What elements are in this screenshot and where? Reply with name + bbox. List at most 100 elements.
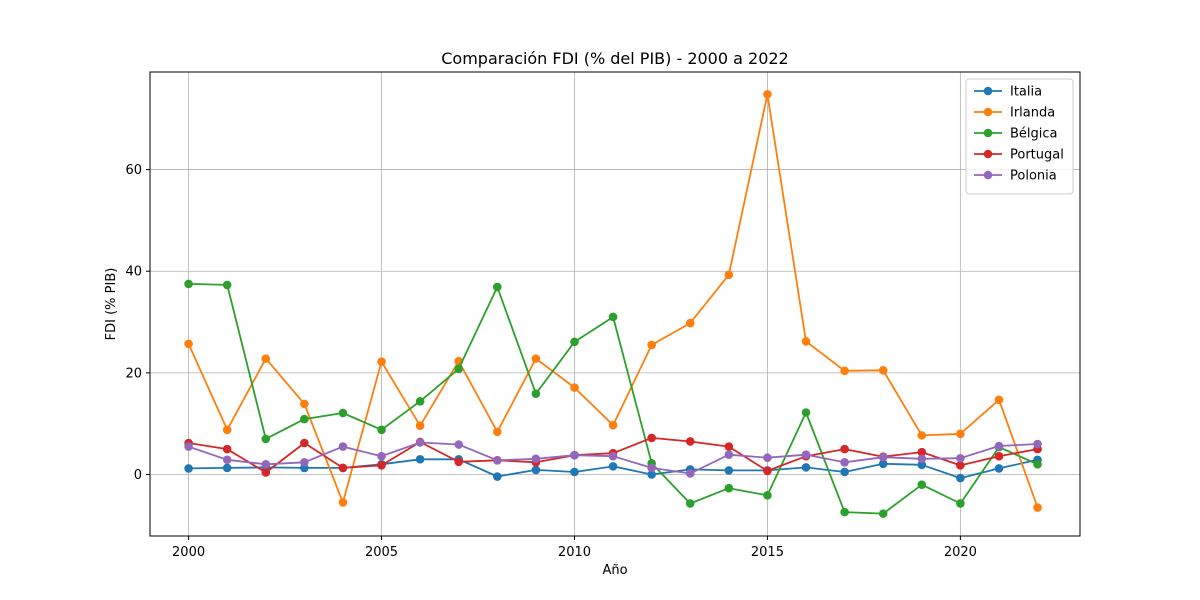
- data-point-irlanda: [917, 431, 927, 440]
- data-point-portugal: [647, 433, 656, 443]
- data-point-polonia: [415, 438, 425, 447]
- data-point-belgica: [415, 397, 425, 406]
- legend-label: Irlanda: [1010, 106, 1055, 121]
- data-point-polonia: [685, 469, 695, 478]
- legend-label: Portugal: [1010, 148, 1064, 163]
- data-point-irlanda: [1033, 503, 1042, 512]
- data-point-italia: [184, 464, 193, 473]
- data-point-polonia: [261, 460, 271, 469]
- data-point-polonia: [801, 450, 811, 459]
- x-tick-label: 2015: [751, 545, 784, 560]
- data-point-irlanda: [685, 318, 695, 328]
- y-tick-label: 40: [125, 265, 142, 280]
- data-point-portugal: [685, 437, 695, 446]
- data-point-polonia: [956, 453, 965, 463]
- data-point-polonia: [377, 451, 386, 461]
- y-tick-label: 0: [134, 468, 142, 483]
- data-point-irlanda: [415, 421, 425, 431]
- legend-marker: [983, 170, 993, 180]
- series-belgica: [184, 279, 1042, 518]
- data-point-polonia: [608, 451, 618, 461]
- data-point-belgica: [377, 425, 386, 435]
- data-point-belgica: [261, 434, 271, 444]
- data-point-italia: [608, 462, 618, 471]
- data-point-portugal: [222, 444, 232, 454]
- data-point-polonia: [531, 454, 541, 464]
- chart-title: Comparación FDI (% del PIB) - 2000 a 202…: [441, 49, 788, 68]
- legend-label: Polonia: [1010, 169, 1057, 184]
- data-point-polonia: [570, 450, 579, 460]
- data-point-belgica: [222, 280, 232, 290]
- grid: [150, 72, 1080, 536]
- data-point-belgica: [454, 364, 464, 374]
- data-point-polonia: [300, 458, 309, 467]
- legend-box: [965, 78, 1074, 195]
- data-point-italia: [878, 459, 888, 469]
- data-point-belgica: [801, 408, 811, 417]
- data-point-irlanda: [608, 420, 618, 430]
- data-point-portugal: [454, 457, 464, 467]
- data-point-belgica: [956, 499, 965, 508]
- data-point-polonia: [840, 458, 849, 467]
- data-point-irlanda: [377, 357, 386, 366]
- y-tick-label: 60: [125, 163, 142, 178]
- data-point-italia: [222, 463, 232, 473]
- data-point-irlanda: [840, 366, 849, 376]
- data-point-polonia: [493, 455, 502, 465]
- legend-marker: [983, 86, 993, 96]
- data-point-irlanda: [184, 339, 193, 349]
- series-layer: [184, 90, 1042, 518]
- data-point-portugal: [917, 447, 927, 457]
- legend-marker: [983, 107, 993, 117]
- data-point-irlanda: [994, 395, 1004, 405]
- data-point-polonia: [994, 441, 1004, 451]
- data-point-polonia: [184, 442, 193, 451]
- data-point-italia: [994, 464, 1004, 473]
- data-point-irlanda: [878, 366, 888, 375]
- x-tick-label: 2005: [365, 545, 398, 560]
- data-point-portugal: [300, 438, 309, 448]
- data-point-irlanda: [801, 337, 811, 346]
- data-point-irlanda: [763, 90, 772, 99]
- legend-label: Italia: [1010, 85, 1042, 100]
- x-axis-label: Año: [602, 563, 627, 578]
- x-tick-label: 2010: [558, 545, 591, 560]
- y-tick-label: 20: [125, 366, 142, 381]
- data-point-italia: [956, 473, 965, 483]
- data-point-belgica: [685, 499, 695, 508]
- x-tick-label: 2020: [944, 545, 977, 560]
- data-point-belgica: [917, 480, 927, 489]
- plot-frame: [149, 71, 1081, 537]
- data-point-italia: [801, 463, 811, 472]
- data-point-polonia: [724, 450, 734, 459]
- data-point-polonia: [917, 454, 927, 464]
- y-axis-label: FDI (% PIB): [104, 268, 119, 341]
- series-polonia: [184, 438, 1042, 478]
- data-point-irlanda: [261, 354, 271, 363]
- data-point-belgica: [763, 491, 772, 500]
- data-point-polonia: [1033, 439, 1042, 449]
- data-point-polonia: [222, 455, 232, 465]
- data-point-italia: [647, 470, 656, 479]
- data-point-belgica: [493, 282, 502, 292]
- data-point-portugal: [724, 442, 734, 451]
- data-point-italia: [570, 467, 579, 477]
- data-point-portugal: [377, 461, 386, 470]
- data-point-polonia: [763, 453, 772, 463]
- data-point-portugal: [994, 451, 1004, 461]
- data-point-irlanda: [956, 429, 965, 439]
- y-axis: 0 20 40 60: [125, 163, 150, 483]
- data-point-belgica: [338, 408, 348, 418]
- data-point-portugal: [763, 466, 772, 476]
- series-irlanda: [184, 90, 1042, 512]
- data-point-polonia: [878, 452, 888, 462]
- data-point-portugal: [338, 463, 348, 473]
- data-point-belgica: [724, 483, 734, 493]
- data-point-belgica: [608, 312, 618, 322]
- data-point-italia: [724, 466, 734, 475]
- x-axis: 2000 2005 2010 2015 2020: [172, 536, 977, 560]
- data-point-belgica: [570, 337, 579, 347]
- data-point-polonia: [454, 440, 464, 449]
- data-point-italia: [840, 467, 849, 477]
